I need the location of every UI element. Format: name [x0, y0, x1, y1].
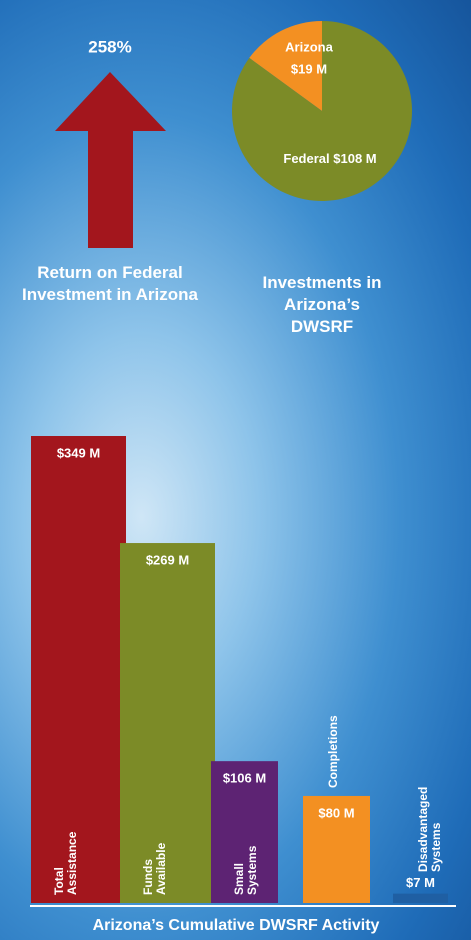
- pie-category-label: Arizona: [285, 39, 333, 54]
- arrow-caption: Return on Federal Investment in Arizona: [12, 262, 208, 306]
- arrow-value-label: 258%: [88, 37, 131, 56]
- pie-value-label: $108 M: [333, 151, 376, 166]
- value-label: $349 M: [57, 445, 100, 460]
- arrow: [55, 72, 166, 248]
- pie-value-label: $19 M: [291, 61, 327, 76]
- pie-label: Federal $108 M: [283, 151, 376, 166]
- category-label: Total Assistance: [53, 810, 79, 895]
- value-label: $7 M: [406, 875, 435, 890]
- infographic: 258% Arizona $19 M Federal $108 M $349 M $269…: [0, 0, 471, 940]
- page: {"chart_data": [ {"type": "arrow", "valu…: [0, 0, 471, 940]
- value-label: $269 M: [146, 552, 189, 567]
- category-label: Funds Available: [142, 815, 168, 895]
- chart-title: Arizona’s Cumulative DWSRF Activity: [93, 917, 380, 934]
- value-label: $80 M: [318, 805, 354, 820]
- category-label: Completions: [327, 688, 340, 788]
- bar: [393, 894, 448, 903]
- pie-caption: Investments in Arizona’s DWSRF: [262, 272, 382, 338]
- value-label: $106 M: [223, 771, 266, 786]
- pie-category-label: Federal: [283, 151, 329, 166]
- category-label: Disadvantaged Systems: [417, 767, 443, 872]
- category-label: Small Systems: [233, 830, 259, 895]
